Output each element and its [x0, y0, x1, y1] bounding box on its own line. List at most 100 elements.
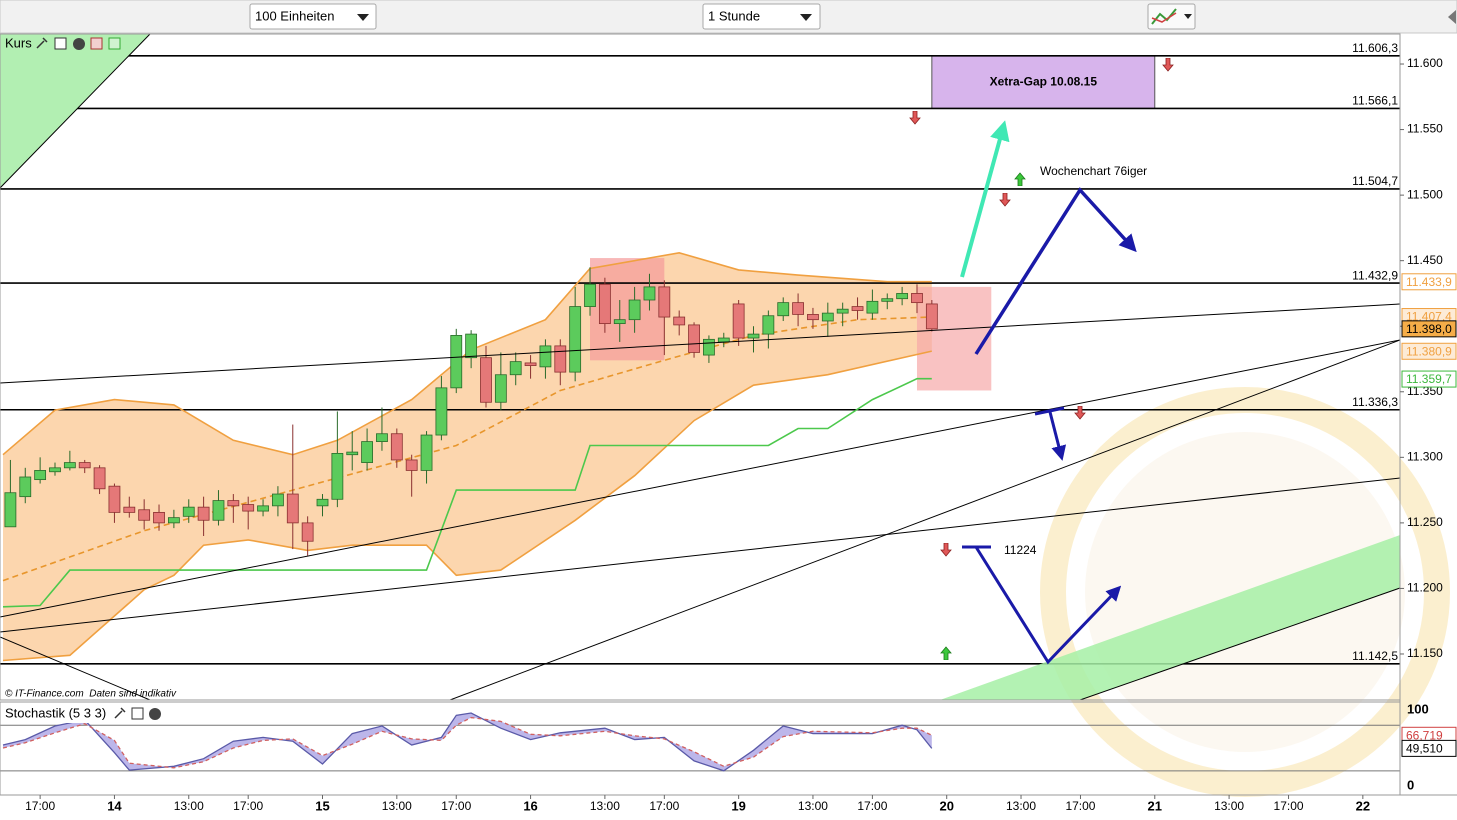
- x-tick-label: 21: [1148, 798, 1162, 813]
- x-tick-label: 17:00: [649, 799, 679, 813]
- dropdown-arrow: [357, 14, 369, 21]
- x-tick-label: 19: [731, 798, 745, 813]
- candle-body: [272, 493, 284, 507]
- indicator-line: [2, 251, 932, 456]
- price-tag: [1401, 370, 1457, 388]
- candle-body: [78, 462, 91, 469]
- up-icon[interactable]: [108, 37, 121, 50]
- price-tag-label: 49,510: [1406, 742, 1443, 756]
- candle-body: [569, 306, 582, 373]
- candle-body: [851, 306, 864, 311]
- candle-body: [598, 283, 611, 325]
- level-label: 11.606,3: [1352, 41, 1398, 55]
- candle-body: [405, 459, 418, 471]
- price-tag: [1401, 320, 1457, 338]
- candle-body: [836, 308, 849, 314]
- level-label: 11.504,7: [1352, 174, 1398, 188]
- level-label: 11.432,9: [1352, 268, 1398, 282]
- x-tick-label: 20: [939, 798, 953, 813]
- settings-icon[interactable]: [36, 37, 48, 49]
- bollinger-band: [3, 252, 932, 661]
- dropdown-box[interactable]: [249, 3, 377, 30]
- maximize-icon[interactable]: [131, 707, 144, 720]
- axes: 11.15011.20011.25011.30011.35011.40011.4…: [25, 56, 1457, 813]
- y-tick-label: 11.550: [1407, 122, 1443, 136]
- y-tick-label: 11.500: [1407, 187, 1443, 201]
- interval-dropdown[interactable]: 1 Stunde: [702, 3, 821, 30]
- price-tag-label: 11.359,7: [1406, 372, 1452, 386]
- close-icon[interactable]: [149, 708, 161, 720]
- candle-body: [316, 498, 329, 507]
- candle-body: [227, 500, 240, 507]
- candle-body: [821, 312, 834, 322]
- dropdown-text: 100 Einheiten: [255, 8, 335, 23]
- candle-body: [584, 283, 596, 307]
- y-tick-label: 11.200: [1407, 581, 1443, 595]
- zone-label: Xetra-Gap 10.08.15: [990, 74, 1098, 88]
- x-tick-label: 13:00: [174, 799, 204, 813]
- indicator-line: [2, 377, 932, 608]
- price-tag: [1401, 342, 1457, 360]
- candle-body: [34, 470, 47, 481]
- candle-body: [866, 300, 879, 314]
- trend-line: [0, 303, 1400, 384]
- x-tick-label: 14: [107, 798, 122, 813]
- indicator-button[interactable]: [1147, 3, 1196, 30]
- candle-body: [390, 433, 403, 461]
- candle-body: [925, 303, 938, 330]
- y-tick-label: 11.300: [1407, 450, 1443, 464]
- candle-body: [197, 506, 210, 521]
- candle-body: [703, 338, 715, 356]
- candle-body: [465, 333, 478, 359]
- close-icon[interactable]: [73, 38, 85, 50]
- down-icon[interactable]: [90, 37, 103, 50]
- maximize-icon[interactable]: [54, 37, 67, 50]
- candle-body: [554, 345, 567, 373]
- candle-body: [108, 485, 121, 513]
- stochastic-panel: [0, 712, 1400, 772]
- candle-body: [138, 509, 151, 521]
- dropdown-box[interactable]: [702, 3, 821, 30]
- candle-body: [212, 500, 225, 521]
- indicator-line: [2, 316, 932, 582]
- price-tag: [1401, 739, 1457, 757]
- candle-body: [673, 316, 686, 326]
- arrow: [974, 546, 1122, 665]
- candle-body: [643, 286, 656, 301]
- stochastic-fill: [3, 713, 932, 771]
- candle-body: [762, 315, 775, 335]
- candle-body: [361, 441, 373, 463]
- x-tick-label: 13:00: [1214, 799, 1244, 813]
- candle-body: [896, 293, 909, 300]
- units-dropdown[interactable]: 100 Einheiten: [249, 3, 377, 30]
- candle-body: [420, 434, 433, 471]
- x-tick-label: 15: [315, 798, 329, 813]
- x-tick-label: 17:00: [25, 799, 55, 813]
- stochastic-header: Stochastik (5 3 3): [1, 703, 164, 723]
- x-tick-label: 17:00: [1065, 799, 1095, 813]
- candle-body: [628, 299, 641, 321]
- source-note: © IT-Finance.com Daten sind indikativ: [5, 689, 177, 700]
- price-tag-label: 11.398,0: [1406, 322, 1452, 336]
- trend-line: [0, 477, 1400, 633]
- panel-title: Kurs: [5, 35, 32, 50]
- settings-icon[interactable]: [114, 707, 126, 719]
- price-tag-label: 11.407,4: [1406, 310, 1452, 324]
- y-tick-label: 11.600: [1407, 56, 1443, 70]
- header-bg: [1, 703, 164, 723]
- candle-body: [182, 506, 195, 517]
- x-tick-label: 13:00: [382, 799, 412, 813]
- trend-line: [449, 339, 1400, 700]
- candle-body: [4, 492, 17, 528]
- y-tick-label: 11.250: [1407, 515, 1443, 529]
- candle-body: [49, 467, 61, 473]
- zone: [916, 286, 992, 391]
- x-tick-label: 13:00: [590, 799, 620, 813]
- collapse-icon[interactable]: [1448, 10, 1456, 24]
- price-tag-label: 66,719: [1406, 728, 1443, 742]
- candle-body: [658, 286, 671, 318]
- candle-body: [63, 462, 76, 469]
- x-tick-label: 13:00: [1006, 799, 1036, 813]
- drawings: Wochenchart 76iger 11224: [0, 34, 1400, 700]
